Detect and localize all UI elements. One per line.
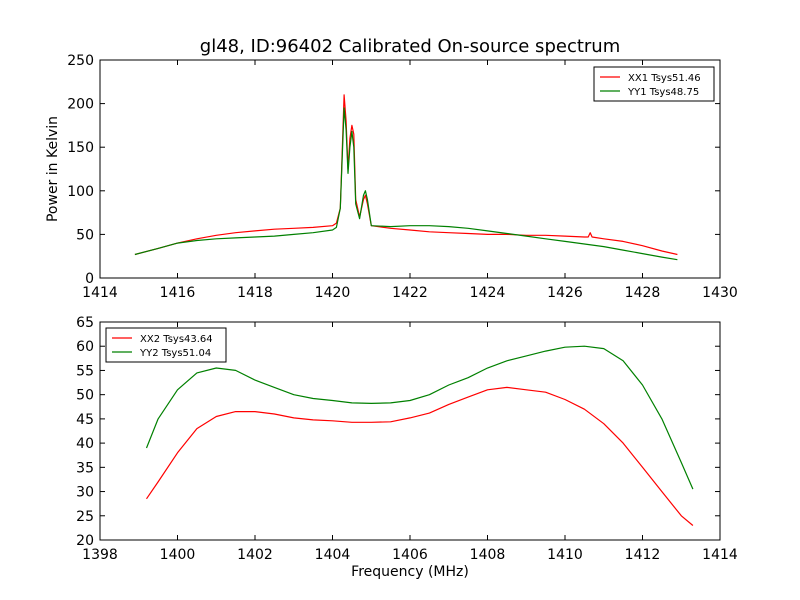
x-tick-label: 1420 xyxy=(315,285,351,301)
legend-label: YY2 Tsys51.04 xyxy=(139,348,211,359)
plot-top: 1414 1416 1418 1420 1422 1424 1426 1428 1430 0 50 1… xyxy=(67,53,738,301)
y-tick-label: 25 xyxy=(76,509,94,525)
series-line-1-1 xyxy=(145,345,694,490)
series-line-0-0 xyxy=(134,94,678,256)
y-tick-label: 200 xyxy=(67,97,94,113)
legend-label: XX1 Tsys51.46 xyxy=(628,73,701,84)
plot-bottom: 1398 1400 1402 1404 1406 1408 1410 1412 1414 20 25… xyxy=(76,315,738,563)
y-tick-label: 250 xyxy=(67,53,94,69)
y-tick-label: 40 xyxy=(76,436,94,452)
x-tick-label: 1426 xyxy=(547,285,583,301)
y-tick-label: 30 xyxy=(76,485,94,501)
x-tick-label: 1410 xyxy=(547,547,583,563)
x-tick-label: 1418 xyxy=(237,285,273,301)
y-tick-label: 45 xyxy=(76,412,94,428)
chart-title: gl48, ID:96402 Calibrated On-source spec… xyxy=(200,36,620,57)
x-tick-label: 1408 xyxy=(470,547,506,563)
x-tick-label: 1406 xyxy=(392,547,428,563)
x-tick-label: 1428 xyxy=(625,285,661,301)
x-tick-label: 1416 xyxy=(160,285,196,301)
y-tick-label: 55 xyxy=(76,363,94,379)
series-line-1-0 xyxy=(146,386,694,526)
x-tick-label: 1424 xyxy=(470,285,506,301)
y-axis-label-top: Power in Kelvin xyxy=(45,116,61,222)
x-tick-label: 1430 xyxy=(702,285,738,301)
y-tick-label: 100 xyxy=(67,184,94,200)
y-tick-label: 65 xyxy=(76,315,94,331)
legend-box-0 xyxy=(593,66,715,102)
x-tick-label: 1398 xyxy=(82,547,118,563)
x-tick-label: 1414 xyxy=(702,547,738,563)
x-tick-label: 1414 xyxy=(82,285,118,301)
y-tick-label: 60 xyxy=(76,339,94,355)
x-tick-label: 1412 xyxy=(625,547,661,563)
y-tick-label: 150 xyxy=(67,140,94,156)
y-tick-label: 50 xyxy=(76,227,94,243)
legend-label: YY1 Tsys48.75 xyxy=(627,87,699,98)
x-tick-label: 1400 xyxy=(160,547,196,563)
legend-box-1 xyxy=(105,327,227,363)
y-tick-label: 20 xyxy=(76,533,94,549)
x-axis-label: Frequency (MHz) xyxy=(351,564,469,580)
legend-label: XX2 Tsys43.64 xyxy=(140,334,213,345)
series-line-0-1 xyxy=(134,107,678,261)
x-tick-label: 1422 xyxy=(392,285,428,301)
x-tick-label: 1404 xyxy=(315,547,351,563)
y-tick-label: 0 xyxy=(85,271,94,287)
y-tick-label: 50 xyxy=(76,388,94,404)
x-tick-label: 1402 xyxy=(237,547,273,563)
y-tick-label: 35 xyxy=(76,460,94,476)
